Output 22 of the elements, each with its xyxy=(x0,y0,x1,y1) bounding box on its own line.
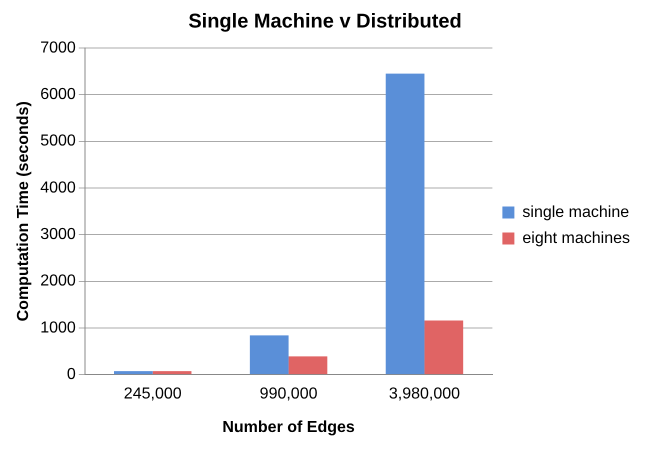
bar xyxy=(152,371,192,374)
x-tick-label: 990,000 xyxy=(260,386,318,403)
bar xyxy=(288,356,328,374)
legend-label: single machine xyxy=(522,204,630,221)
x-tick-label: 245,000 xyxy=(124,386,182,403)
y-tick-label: 1000 xyxy=(40,319,76,336)
bar xyxy=(424,320,464,374)
y-tick-label: 7000 xyxy=(40,39,76,56)
y-tick-label: 2000 xyxy=(40,272,76,290)
legend-label: eight machines xyxy=(522,230,630,247)
y-axis-title: Computation Time (seconds) xyxy=(15,101,32,322)
y-tick-label: 5000 xyxy=(40,132,76,150)
y-tick-label: 3000 xyxy=(40,226,76,244)
bar xyxy=(386,74,424,374)
bar xyxy=(250,335,289,374)
y-tick-label: 4000 xyxy=(40,179,76,196)
bar xyxy=(114,371,153,374)
chart-title: Single Machine v Distributed xyxy=(188,10,462,33)
x-axis-title: Number of Edges xyxy=(222,418,355,436)
y-tick-label: 0 xyxy=(66,366,76,384)
x-tick-label: 3,980,000 xyxy=(388,386,460,403)
y-tick-label: 6000 xyxy=(40,86,76,104)
